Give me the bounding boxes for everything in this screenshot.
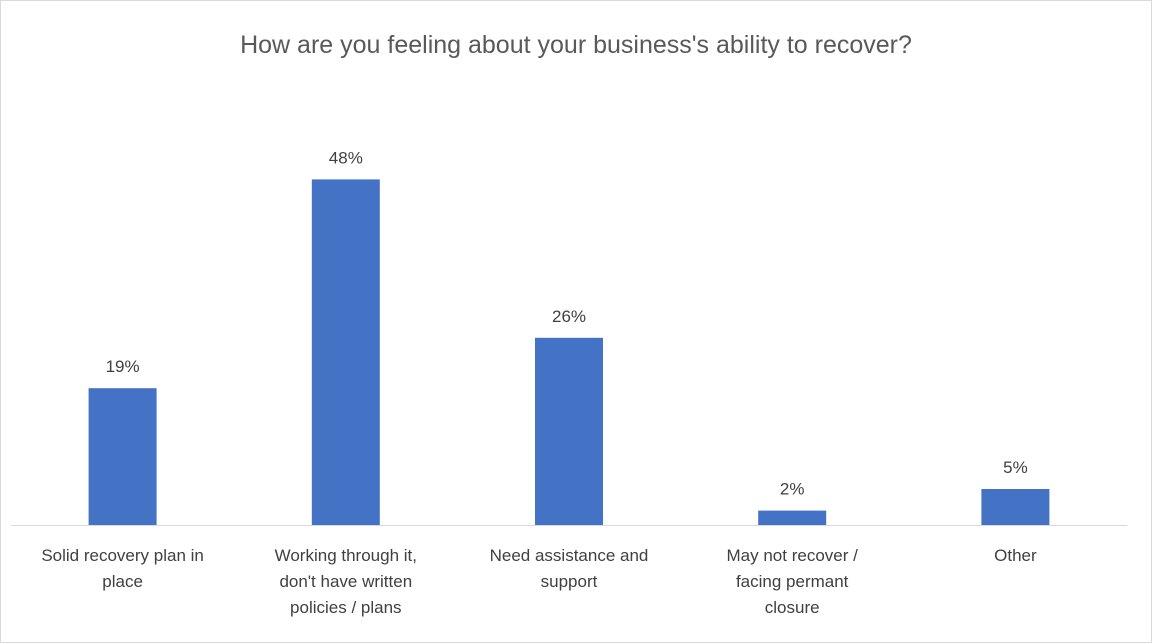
data-label-2: 48% (329, 148, 363, 167)
data-label-5: 5% (1003, 458, 1028, 477)
bar-1 (88, 388, 157, 525)
bar-2 (311, 179, 380, 525)
chart-title: How are you feeling about your business'… (240, 31, 912, 59)
data-label-3: 26% (552, 307, 586, 326)
category-label-5: Other (994, 546, 1037, 565)
category-label-2: Working through it, don't have written p… (274, 546, 417, 617)
data-label-1: 19% (106, 357, 140, 376)
bar-5 (981, 489, 1050, 525)
bar-4 (758, 510, 827, 525)
category-label-4: May not recover / facing permant closure (726, 546, 858, 617)
bar-3 (535, 337, 603, 525)
category-label-3: Need assistance and support (489, 546, 649, 591)
data-label-4: 2% (780, 480, 805, 499)
category-label-1: Solid recovery plan in place (41, 546, 204, 591)
